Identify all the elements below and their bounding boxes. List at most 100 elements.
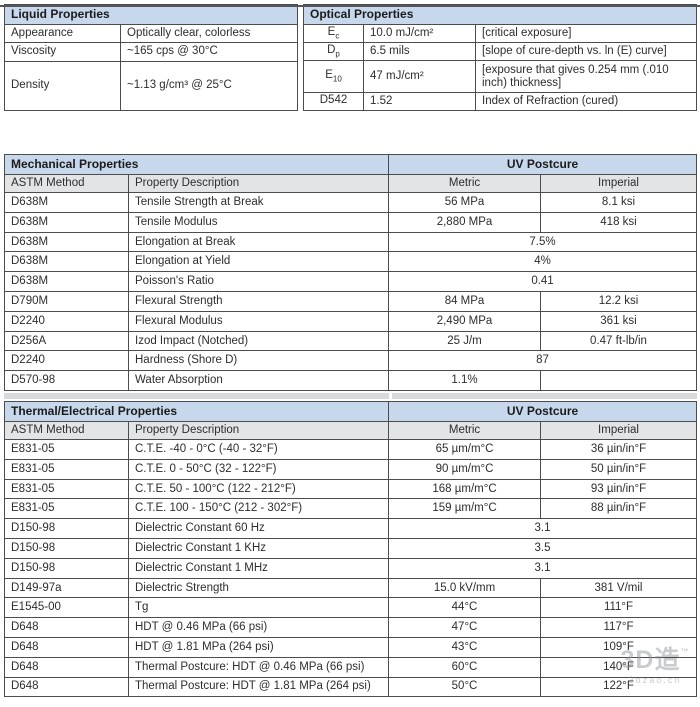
- property-cell: Dielectric Strength: [127, 577, 390, 599]
- astm-method-cell: D648: [4, 617, 129, 638]
- column-header-property: Property Description: [127, 420, 390, 440]
- value-cell: 10.0 mJ/cm²: [363, 24, 476, 43]
- uv-postcure-header: UV Postcure: [388, 400, 697, 422]
- astm-method-cell: D648: [4, 656, 129, 678]
- astm-method-cell: D149-97a: [4, 577, 129, 599]
- imperial-cell: 361 ksi: [540, 310, 697, 332]
- astm-method-cell: E831-05: [4, 438, 129, 460]
- metric-cell: 84 MPa: [388, 290, 542, 312]
- metric-cell: 44°C: [388, 597, 542, 619]
- property-label: Appearance: [4, 24, 121, 44]
- table-row: D256A Izod Impact (Notched) 25 J/m 0.47 ft-…: [4, 330, 697, 352]
- property-label: Density: [4, 60, 121, 111]
- metric-cell: 50°C: [388, 676, 542, 698]
- column-header-metric: Metric: [388, 420, 542, 440]
- imperial-cell: 122°F: [540, 676, 697, 698]
- divider-right-segment: [392, 392, 697, 399]
- imperial-cell: [540, 370, 697, 391]
- column-header-astm: ASTM Method: [4, 420, 129, 440]
- imperial-cell: 8.1 ksi: [540, 192, 697, 213]
- property-cell: Tg: [127, 597, 390, 619]
- top-tables-section: Liquid Properties Appearance Optically c…: [4, 3, 697, 111]
- note-cell: [critical exposure]: [475, 24, 697, 43]
- astm-method-cell: D150-98: [4, 557, 129, 579]
- astm-method-cell: E831-05: [4, 458, 129, 480]
- span-value-cell: 7.5%: [388, 231, 697, 253]
- imperial-cell: 111°F: [540, 597, 697, 619]
- metric-cell: 65 µm/m°C: [388, 438, 542, 460]
- top-rule: [0, 5, 700, 7]
- uv-postcure-header: UV Postcure: [388, 154, 697, 175]
- column-header-metric: Metric: [388, 174, 542, 193]
- property-cell: Flexural Strength: [127, 290, 390, 312]
- table-row: D638M Poisson's Ratio 0.41: [4, 271, 697, 292]
- imperial-cell: 117°F: [540, 617, 697, 638]
- astm-method-cell: D638M: [4, 231, 129, 253]
- thermal-electrical-header: Thermal/Electrical Properties: [3, 400, 390, 422]
- table-row: D2240 Flexural Modulus 2,490 MPa 361 ksi: [4, 310, 697, 332]
- property-cell: Dielectric Constant 1 KHz: [127, 537, 390, 559]
- table-row: D790M Flexural Strength 84 MPa 12.2 ksi: [4, 290, 697, 312]
- span-value-cell: 0.41: [388, 271, 697, 292]
- property-label: Viscosity: [4, 42, 121, 62]
- astm-method-cell: D150-98: [4, 537, 129, 559]
- astm-method-cell: D256A: [4, 330, 129, 352]
- metric-cell: 2,880 MPa: [388, 211, 542, 233]
- property-cell: Tensile Modulus: [127, 211, 390, 233]
- property-cell: Flexural Modulus: [127, 310, 390, 332]
- imperial-cell: 36 µin/in°F: [540, 438, 697, 460]
- divider-left-segment: [4, 392, 389, 399]
- astm-method-cell: D638M: [4, 251, 129, 273]
- imperial-cell: 109°F: [540, 636, 697, 658]
- column-header-property: Property Description: [127, 174, 390, 193]
- metric-cell: 56 MPa: [388, 192, 542, 213]
- table-row: D648 HDT @ 0.46 MPa (66 psi) 47°C 117°F: [4, 617, 697, 638]
- table-row: D638M Elongation at Yield 4%: [4, 251, 697, 273]
- symbol-cell: Dp: [303, 42, 364, 61]
- table-row: D648 Thermal Postcure: HDT @ 0.46 MPa (66…: [4, 656, 697, 678]
- astm-method-cell: E1545-00: [4, 597, 129, 619]
- note-cell: [exposure that gives 0.254 mm (.010 inch…: [475, 60, 697, 93]
- property-value: ~1.13 g/cm³ @ 25°C: [120, 60, 298, 111]
- property-cell: C.T.E. 50 - 100°C (122 - 212°F): [127, 478, 390, 500]
- table-row: D638M Elongation at Break 7.5%: [4, 231, 697, 253]
- metric-cell: 1.1%: [388, 370, 542, 391]
- metric-cell: 43°C: [388, 636, 542, 658]
- table-row: E831-05 C.T.E. 0 - 50°C (32 - 122°F) 90 µm…: [4, 458, 697, 480]
- property-cell: Izod Impact (Notched): [127, 330, 390, 352]
- span-value-cell: 3.1: [388, 557, 697, 579]
- table-row: E1545-00 Tg 44°C 111°F: [4, 597, 697, 619]
- table-row: D638M Tensile Modulus 2,880 MPa 418 ksi: [4, 211, 697, 233]
- table-row: E831-05 C.T.E. -40 - 0°C (-40 - 32°F) 65 µ…: [4, 438, 697, 460]
- property-cell: C.T.E. 100 - 150°C (212 - 302°F): [127, 498, 390, 520]
- metric-cell: 25 J/m: [388, 330, 542, 352]
- astm-method-cell: D638M: [4, 192, 129, 213]
- symbol-cell: E10: [303, 60, 364, 93]
- liquid-properties-table: Liquid Properties Appearance Optically c…: [4, 3, 298, 111]
- column-header-imperial: Imperial: [540, 174, 697, 193]
- value-cell: 47 mJ/cm²: [363, 60, 476, 93]
- astm-method-cell: D790M: [4, 290, 129, 312]
- imperial-cell: 381 V/mil: [540, 577, 697, 599]
- note-cell: [slope of cure-depth vs. ln (E) curve]: [475, 42, 697, 61]
- metric-cell: 90 µm/m°C: [388, 458, 542, 480]
- astm-method-cell: D638M: [4, 271, 129, 292]
- optical-properties-header: Optical Properties: [303, 4, 697, 25]
- column-header-imperial: Imperial: [540, 420, 697, 440]
- table-row: E10 47 mJ/cm² [exposure that gives 0.254…: [303, 60, 697, 93]
- optical-properties-table: Optical Properties Ec 10.0 mJ/cm² [criti…: [303, 4, 697, 111]
- property-cell: Poisson's Ratio: [127, 271, 390, 292]
- astm-method-cell: D638M: [4, 211, 129, 233]
- property-value: Optically clear, colorless: [120, 24, 298, 44]
- property-cell: Thermal Postcure: HDT @ 1.81 MPa (264 ps…: [127, 676, 390, 698]
- imperial-cell: 12.2 ksi: [540, 290, 697, 312]
- liquid-properties-header: Liquid Properties: [4, 3, 298, 26]
- astm-method-cell: E831-05: [4, 478, 129, 500]
- imperial-cell: 418 ksi: [540, 211, 697, 233]
- value-cell: 1.52: [363, 92, 476, 111]
- mechanical-properties-table: Mechanical Properties UV Postcure ASTM M…: [3, 154, 697, 391]
- metric-cell: 60°C: [388, 656, 542, 678]
- astm-method-cell: D2240: [4, 310, 129, 332]
- property-cell: HDT @ 1.81 MPa (264 psi): [127, 636, 390, 658]
- imperial-cell: 50 µin/in°F: [540, 458, 697, 480]
